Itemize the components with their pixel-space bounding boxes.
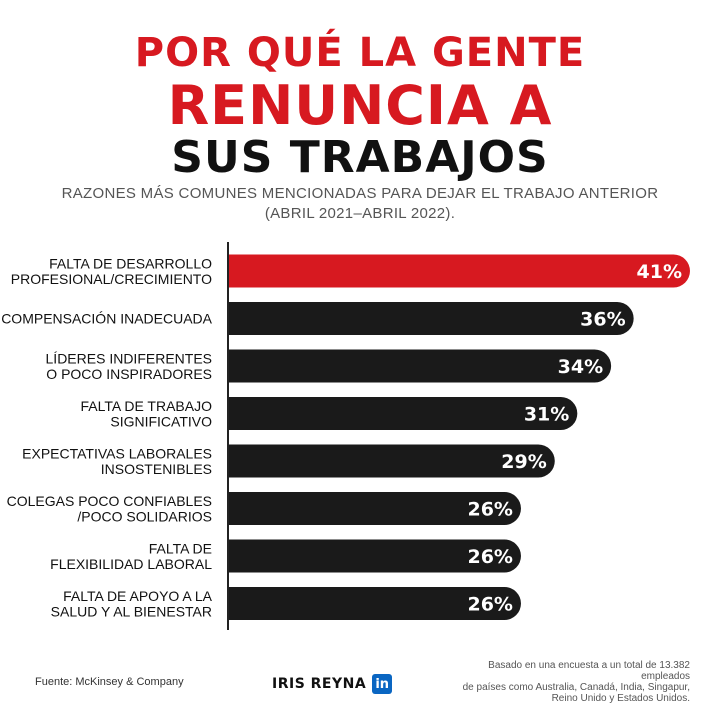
title-line-2: RENUNCIA A (167, 74, 553, 137)
author-name: IRIS REYNA (272, 676, 367, 692)
subtitle-line-1: RAZONES MÁS COMUNES MENCIONADAS PARA DEJ… (61, 185, 659, 202)
category-label-4-1: FALTA DE TRABAJO (81, 398, 213, 414)
category-label-1-2: PROFESIONAL/CRECIMIENTO (11, 271, 212, 287)
source-note: Fuente: McKinsey & Company (35, 676, 184, 688)
footnote-line-1: Basado en una encuesta a un total de 13.… (488, 660, 690, 682)
data-label-8: 26% (467, 594, 512, 616)
footnote-line-3: Reino Unido y Estados Unidos. (551, 693, 690, 704)
category-label-3-2: O POCO INSPIRADORES (46, 366, 212, 382)
footnote-line-2: de países como Australia, Canadá, India,… (462, 682, 690, 693)
category-label-1-1: FALTA DE DESARROLLO (49, 255, 212, 271)
category-label-5-2: INSOSTENIBLES (101, 461, 212, 477)
bar-2 (228, 302, 634, 335)
bar-8 (228, 587, 521, 620)
bar-1 (228, 254, 690, 288)
bar-6 (228, 492, 521, 525)
category-label-7-2: FLEXIBILIDAD LABORAL (50, 556, 212, 572)
data-label-2: 36% (580, 309, 625, 331)
title-line-1: POR QUÉ LA GENTE (134, 30, 586, 76)
category-label-4-2: SIGNIFICATIVO (110, 413, 212, 429)
author-logo: IRIS REYNA in (272, 674, 393, 694)
data-label-4: 31% (524, 404, 569, 426)
data-label-5: 29% (501, 451, 546, 473)
category-label-3-1: LÍDERES INDIFERENTES (46, 350, 212, 366)
category-label-5-1: EXPECTATIVAS LABORALES (22, 445, 212, 461)
survey-footnote: Basado en una encuesta a un total de 13.… (440, 660, 690, 704)
data-label-7: 26% (467, 546, 512, 568)
linkedin-icon[interactable]: in (372, 674, 393, 694)
category-label-8-2: SALUD Y AL BIENESTAR (51, 603, 212, 619)
category-label-7-1: FALTA DE (149, 540, 212, 556)
data-label-6: 26% (467, 499, 512, 521)
data-label-3: 34% (558, 356, 603, 378)
bar-5 (228, 444, 555, 478)
title-line-3: SUS TRABAJOS (171, 132, 549, 183)
bar-7 (228, 539, 521, 573)
category-label-2-1: COMPENSACIÓN INADECUADA (1, 311, 212, 327)
category-label-6-1: COLEGAS POCO CONFIABLES (7, 493, 212, 509)
data-label-1: 41% (637, 261, 682, 283)
bar-4 (228, 397, 578, 430)
category-label-8-1: FALTA DE APOYO A LA (63, 588, 213, 604)
category-label-6-2: /POCO SOLIDARIOS (77, 508, 212, 524)
subtitle-line-2: (ABRIL 2021–ABRIL 2022). (264, 205, 456, 222)
bar-3 (228, 349, 612, 383)
